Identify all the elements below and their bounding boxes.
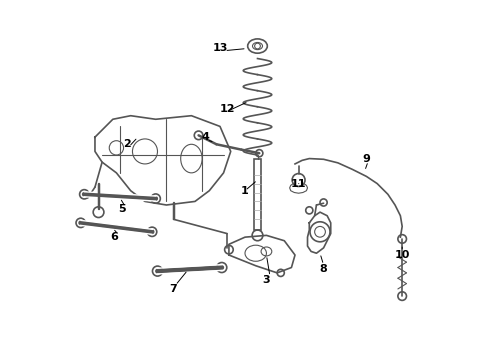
Circle shape xyxy=(79,190,89,199)
Text: 1: 1 xyxy=(241,186,249,196)
Text: 5: 5 xyxy=(118,203,125,213)
Bar xyxy=(253,158,262,230)
Text: 10: 10 xyxy=(394,250,410,260)
Text: 13: 13 xyxy=(212,43,228,53)
Text: 3: 3 xyxy=(263,275,270,285)
Text: 6: 6 xyxy=(111,232,119,242)
Circle shape xyxy=(217,262,227,273)
Circle shape xyxy=(147,227,157,237)
Text: 12: 12 xyxy=(220,104,235,113)
Text: 9: 9 xyxy=(363,154,370,163)
Text: 11: 11 xyxy=(291,179,306,189)
Text: 8: 8 xyxy=(319,264,327,274)
Text: 2: 2 xyxy=(123,139,131,149)
Circle shape xyxy=(151,194,160,203)
Circle shape xyxy=(76,218,85,228)
Circle shape xyxy=(152,266,163,276)
Text: 7: 7 xyxy=(170,284,177,294)
Circle shape xyxy=(93,207,104,217)
Text: 4: 4 xyxy=(202,132,210,142)
